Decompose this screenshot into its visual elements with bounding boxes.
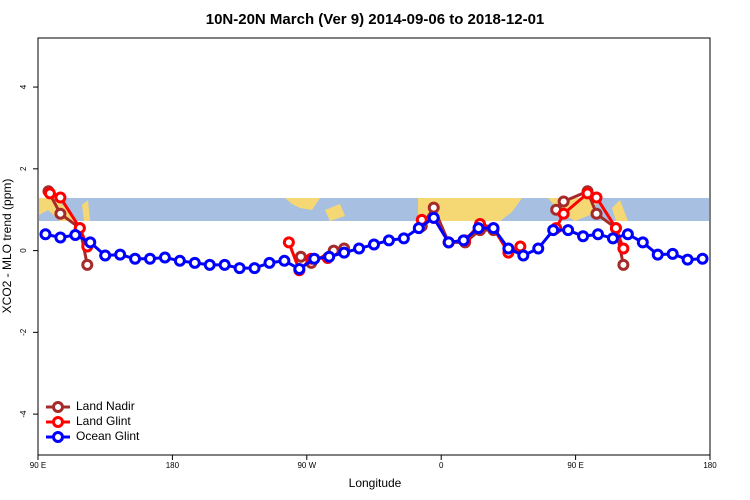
plot-frame [37,37,711,456]
data-point [442,236,455,249]
legend-swatch-marker [52,431,64,443]
data-point [54,207,67,220]
ocean-band [39,198,709,221]
data-point [487,222,500,235]
data-point [502,242,515,255]
data-point [323,250,336,263]
data-point [293,262,306,275]
data-point [144,252,156,265]
data-point [636,236,649,249]
data-point [666,247,679,260]
data-point [562,224,575,237]
data-point [233,262,246,275]
data-point [338,246,351,259]
data-point [696,252,709,265]
data-point [263,256,276,269]
data-point [69,229,82,242]
data-point [188,256,201,269]
data-point [557,195,570,208]
data-point [681,253,694,266]
land-shape [82,200,90,221]
data-point [173,254,186,267]
data-point [651,248,664,261]
land-shape [285,198,320,210]
y-tick-label: -2 [19,328,28,336]
land-shape [325,204,345,221]
legend-swatch-marker [52,401,64,413]
data-point [617,258,630,271]
data-point [54,231,67,244]
data-point [129,252,142,265]
data-point [427,201,440,214]
data-point [278,254,291,267]
data-point [203,258,216,271]
land-shape [612,200,628,221]
data-point [547,224,560,237]
data-point [606,232,619,245]
legend-label: Land Nadir [76,399,135,413]
x-axis-label: Longitude [349,476,402,490]
data-point [427,211,440,224]
y-axis-label: XCO2 - MLO trend (ppm) [0,179,14,314]
data-point [282,236,295,249]
data-point [114,248,127,261]
data-point [592,228,604,241]
data-point [590,191,603,204]
legend-swatch-marker [52,416,64,428]
data-point [81,258,94,271]
data-point [532,242,545,255]
data-point [590,207,603,220]
data-point [353,242,366,255]
map-band [39,198,709,221]
data-point [382,234,395,247]
data-point [517,249,530,262]
data-point [609,222,622,235]
data-point [617,242,630,255]
x-tick-label: 90 W [297,461,316,470]
chart-title: 10N-20N March (Ver 9) 2014-09-06 to 2018… [206,11,545,28]
data-point [457,234,470,247]
data-point [248,262,261,275]
data-point [308,252,321,265]
data-point [158,251,171,264]
data-point [84,236,97,249]
x-tick-label: 180 [166,461,180,470]
x-tick-label: 90 E [567,461,583,470]
data-point [577,230,590,243]
y-tick-label: -4 [19,410,28,418]
y-tick-label: 2 [19,166,28,171]
data-point [581,187,594,200]
data-point [397,232,410,245]
y-tick-label: 0 [19,248,28,253]
data-point [39,228,52,241]
data-point [99,249,112,262]
data-point [218,258,231,271]
data-point [43,187,56,200]
data-point [54,191,67,204]
x-tick-label: 90 E [30,461,46,470]
x-tick-label: 180 [703,461,717,470]
data-point [621,228,634,241]
x-tick-label: 0 [439,461,444,470]
data-point [368,238,380,251]
land-shape [418,198,522,221]
legend-label: Land Glint [76,414,131,428]
data-point [557,207,570,220]
data-point [294,250,307,263]
y-tick-label: 4 [19,84,28,89]
data-point [472,222,485,235]
data-point [412,222,425,235]
legend-label: Ocean Glint [76,429,140,443]
